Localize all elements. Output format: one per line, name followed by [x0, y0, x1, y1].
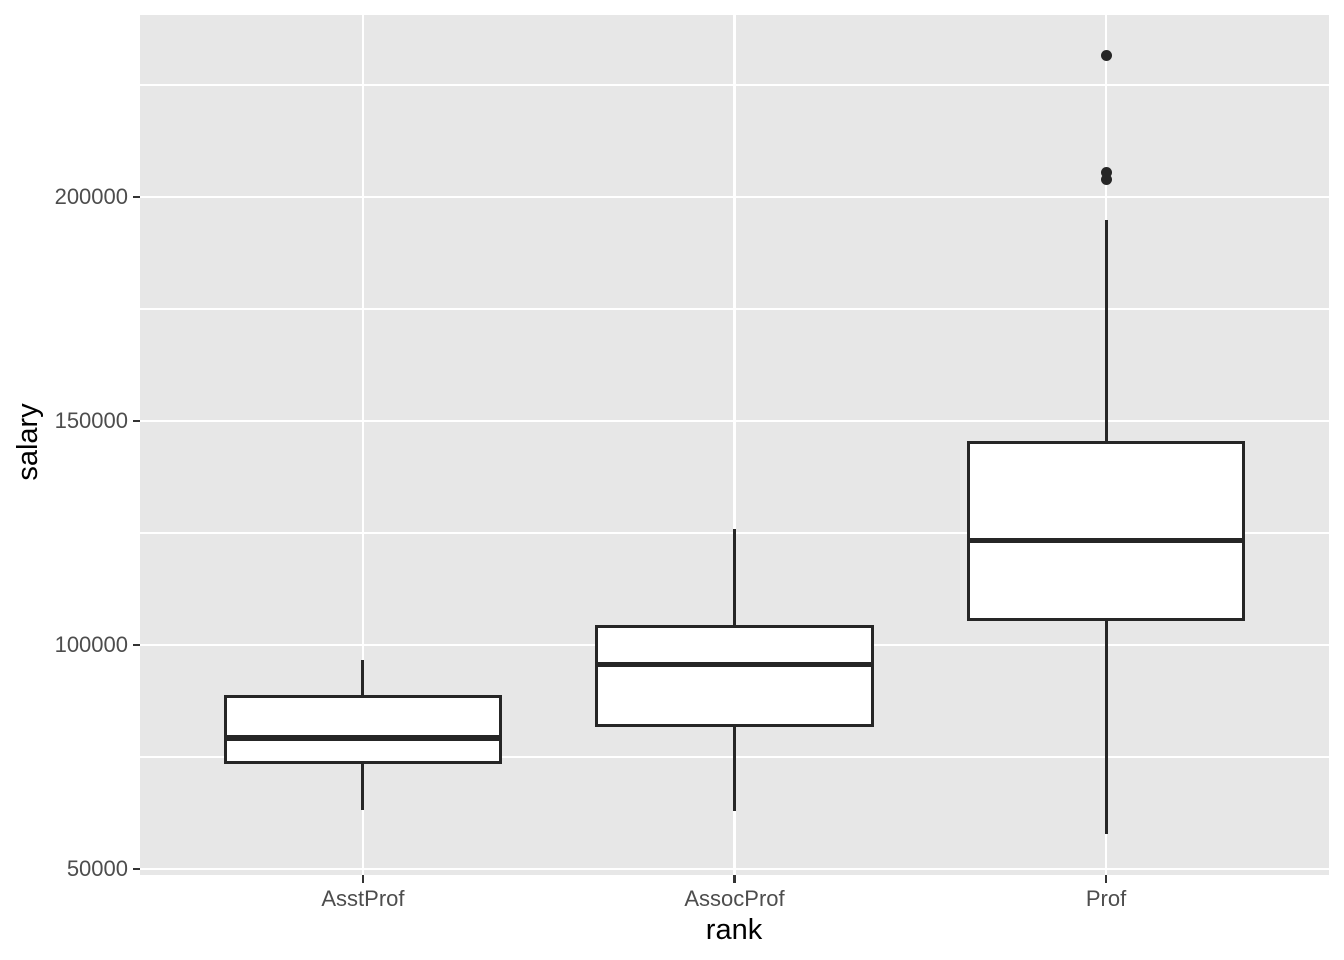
- y-tick-label: 200000: [54, 184, 128, 210]
- x-tick-label-assocprof: AssocProf: [684, 886, 785, 911]
- median-prof: [966, 537, 1246, 544]
- box-assocprof: [595, 625, 874, 727]
- gridline-category-assocprof: [733, 15, 736, 875]
- y-tick-label: 150000: [54, 408, 128, 433]
- y-tick-mark: [133, 643, 140, 647]
- outlier-point-prof: [1100, 166, 1112, 178]
- x-tick-label-prof: Prof: [1085, 886, 1127, 911]
- y-tick-label: 100000: [54, 632, 128, 657]
- x-axis-title: rank: [705, 914, 763, 946]
- whisker-lower-asstprof: [361, 762, 365, 811]
- median-asstprof: [223, 735, 503, 741]
- outlier-point-prof: [1100, 50, 1112, 62]
- plot-panel: [140, 15, 1329, 875]
- whisker-upper-prof: [1104, 219, 1108, 443]
- median-assocprof: [595, 661, 874, 668]
- outlier-point-prof: [1100, 173, 1112, 185]
- x-tick-mark: [361, 875, 365, 883]
- x-tick-mark: [1104, 875, 1108, 883]
- gridline-category-asstprof: [361, 15, 365, 875]
- whisker-lower-prof: [1104, 619, 1108, 835]
- box-asstprof: [223, 695, 503, 764]
- whisker-lower-assocprof: [733, 725, 736, 812]
- y-tick-mark: [133, 419, 140, 423]
- whisker-upper-assocprof: [733, 528, 736, 627]
- x-tick-label-asstprof: AsstProf: [321, 886, 405, 911]
- y-tick-label: 50000: [66, 855, 128, 881]
- x-tick-mark: [733, 875, 736, 883]
- box-prof: [966, 441, 1246, 621]
- whisker-upper-asstprof: [361, 660, 365, 697]
- y-tick-mark: [133, 195, 140, 199]
- y-tick-mark: [133, 867, 140, 871]
